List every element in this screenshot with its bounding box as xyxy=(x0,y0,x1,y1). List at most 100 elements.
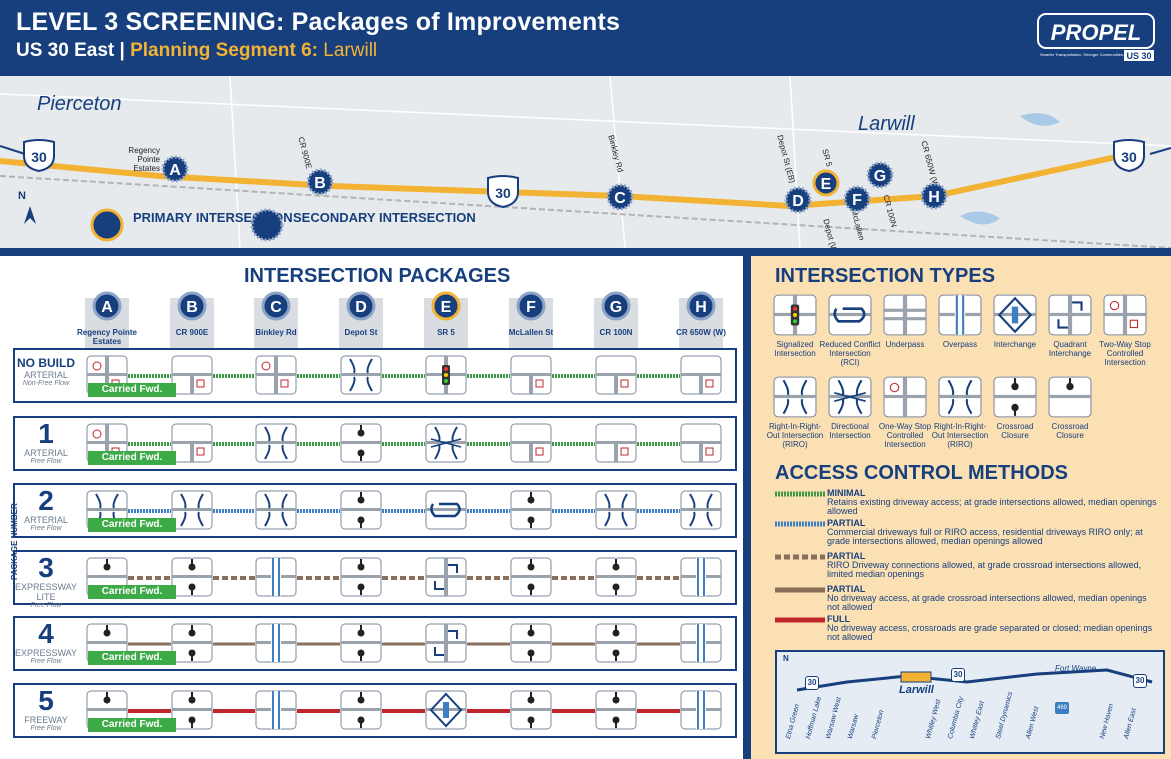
map-point-d: D xyxy=(784,186,812,214)
column-label: SR 5 xyxy=(437,328,455,337)
package-row-graphic xyxy=(128,709,680,713)
inset-north-label: N xyxy=(783,654,789,663)
map-point-e: E xyxy=(812,169,840,197)
access-method-head: MINIMAL xyxy=(827,488,866,498)
map-point-g: G xyxy=(866,161,894,189)
inset-us30-shield-icon: 30 xyxy=(951,668,965,682)
intersection-type-label: Reduced Conflict Intersection (RCI) xyxy=(819,340,881,367)
svg-text:30: 30 xyxy=(495,185,511,201)
access-method-desc: No driveway access, crossroads are grade… xyxy=(827,623,1153,642)
carried-forward-badge: Carried Fwd. xyxy=(88,518,176,532)
overpass-icon xyxy=(255,623,297,663)
package-row: NO BUILD ARTERIAL Non-Free Flow Carried Fwd… xyxy=(13,348,737,403)
access-swatch xyxy=(775,554,825,560)
inset-highlight-label: Larwill xyxy=(899,684,934,696)
directional-icon xyxy=(828,376,872,418)
package-type: EXPRESSWAY xyxy=(15,648,78,658)
legend-secondary-label: SECONDARY INTERSECTION xyxy=(293,210,476,225)
propel-logo: PROPEL Smarter Transportation. Stronger … xyxy=(1037,13,1155,61)
overpass-icon xyxy=(938,294,982,336)
access-method-head: FULL xyxy=(827,614,850,624)
quadrant-icon xyxy=(1048,294,1092,336)
package-number-label: PACKAGE NUMBER xyxy=(10,503,19,580)
column-label: Depot St xyxy=(344,328,378,337)
intersection-type-label: Two-Way Stop Controlled Intersection xyxy=(1099,340,1151,367)
column-marker-f: F xyxy=(516,291,546,321)
quadrant-icon xyxy=(425,623,467,663)
svg-text:Smarter Transportation. Strong: Smarter Transportation. Stronger Communi… xyxy=(1040,52,1124,57)
closure1-icon xyxy=(1048,376,1092,418)
svg-text:E: E xyxy=(441,299,452,316)
divider-vertical xyxy=(743,256,751,759)
riro-icon xyxy=(340,355,382,395)
column-marker-a: A xyxy=(92,291,122,321)
package-row-graphic xyxy=(128,374,680,378)
carried-forward-badge: Carried Fwd. xyxy=(88,585,176,599)
riro-icon xyxy=(938,376,982,418)
divider xyxy=(0,248,1171,256)
intersection-types-title: INTERSECTION TYPES xyxy=(775,265,996,287)
package-number: 5 FREEWAY Free Flow xyxy=(15,685,77,736)
package-number-value: 5 xyxy=(38,685,54,716)
package-number: 1 ARTERIAL Free Flow xyxy=(15,418,77,469)
package-number: NO BUILD ARTERIAL Non-Free Flow xyxy=(15,350,77,401)
column-label: CR 650W (W) xyxy=(676,328,726,337)
closure-icon xyxy=(340,423,382,463)
access-swatch xyxy=(775,521,825,527)
rci-icon xyxy=(828,294,872,336)
package-number: 4 EXPRESSWAY Free Flow xyxy=(15,618,77,669)
interchange-icon xyxy=(425,690,467,730)
column-marker-h: H xyxy=(686,291,716,321)
route-label: US 30 East | xyxy=(16,40,131,61)
access-title: ACCESS CONTROL METHODS xyxy=(775,462,1068,484)
svg-text:PROPEL: PROPEL xyxy=(1051,20,1141,45)
oneway-icon xyxy=(883,376,927,418)
column-label: CR 100N xyxy=(599,328,633,337)
rci-icon xyxy=(425,490,467,530)
package-row: 2 ARTERIAL Free Flow Carried Fwd. xyxy=(13,483,737,538)
closure-icon xyxy=(340,557,382,597)
package-number: 2 ARTERIAL Free Flow xyxy=(15,485,77,536)
access-method-head: PARTIAL xyxy=(827,551,866,561)
tee-icon xyxy=(680,355,722,395)
package-number-value: 3 xyxy=(38,552,54,583)
us30-shield-icon: 30 xyxy=(23,139,55,172)
intersection-types-grid: Signalized Intersection Reduced Conflict … xyxy=(751,256,1171,456)
secondary-marker-icon xyxy=(250,208,284,242)
svg-text:A: A xyxy=(101,299,113,316)
access-swatch xyxy=(775,491,825,497)
svg-text:B: B xyxy=(186,299,198,316)
column-marker-b: B xyxy=(177,291,207,321)
inset-us30-shield-icon: 30 xyxy=(1133,674,1147,688)
package-number-value: 4 xyxy=(38,618,54,649)
map-point-a: A xyxy=(161,155,189,183)
map-point-b: B xyxy=(306,168,334,196)
svg-text:30: 30 xyxy=(31,149,47,165)
closure-icon xyxy=(171,690,213,730)
svg-text:H: H xyxy=(695,299,707,316)
tee-icon xyxy=(171,355,213,395)
us30-shield-icon: 30 xyxy=(1113,139,1145,172)
svg-text:D: D xyxy=(355,299,367,316)
overpass-icon xyxy=(680,557,722,597)
carried-forward-badge: Carried Fwd. xyxy=(88,651,176,665)
closure-icon xyxy=(510,557,552,597)
closure-icon xyxy=(595,623,637,663)
riro-icon xyxy=(255,490,297,530)
carried-forward-badge: Carried Fwd. xyxy=(88,451,176,465)
svg-text:F: F xyxy=(526,299,536,316)
map-point-f: F xyxy=(843,185,871,213)
package-type: FREEWAY xyxy=(24,715,68,725)
closure-icon xyxy=(510,690,552,730)
tee-icon xyxy=(680,423,722,463)
intersection-type-label: Underpass xyxy=(885,340,925,349)
intersection-type-label: Signalized Intersection xyxy=(774,340,816,358)
packages-title: INTERSECTION PACKAGES xyxy=(244,265,511,287)
package-flow: Free Flow xyxy=(30,725,62,732)
segment-name: Larwill xyxy=(323,40,378,61)
riro-icon xyxy=(255,423,297,463)
packages-grid: A Regency Pointe Estates B CR 900E C Binkley … xyxy=(0,256,743,759)
svg-text:G: G xyxy=(874,168,886,185)
closure-icon xyxy=(340,623,382,663)
package-type: ARTERIAL xyxy=(24,448,68,458)
